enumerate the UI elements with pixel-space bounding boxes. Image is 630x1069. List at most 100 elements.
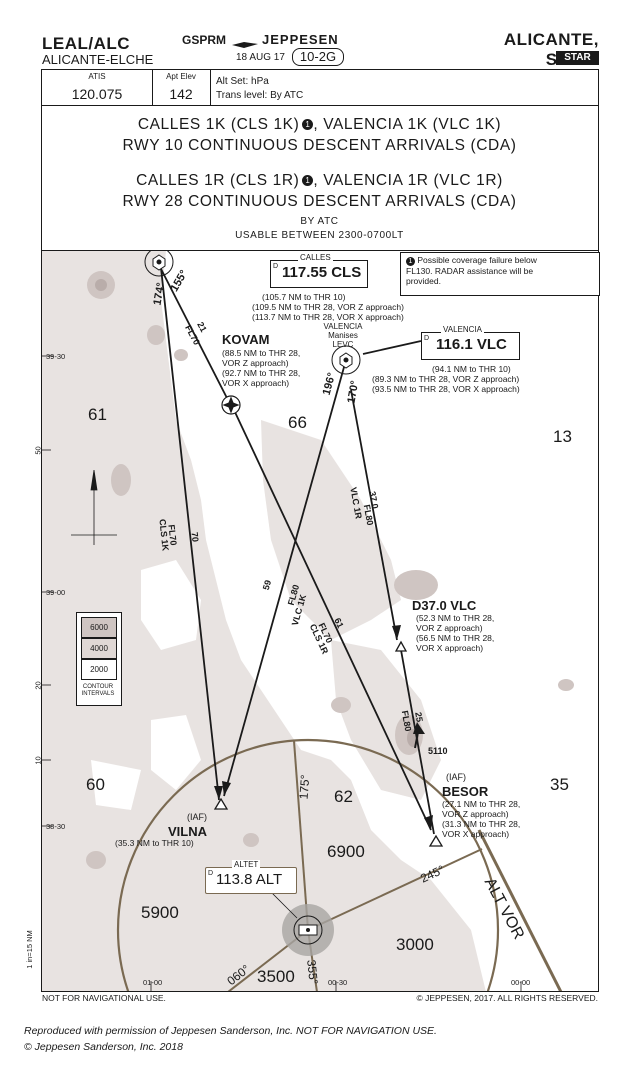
peak-arrow-icon: [413, 722, 425, 749]
valencia-vor-symbol: [331, 345, 361, 375]
scale-label: 1 in=15 NM: [24, 930, 34, 969]
fix-triangles: [213, 640, 444, 847]
terrain-low: [91, 251, 598, 991]
valencia-dist-z: (89.3 NM to THR 28, VOR Z approach): [372, 374, 520, 384]
route-vlc-link: [362, 340, 422, 355]
note-1-icon: 1: [302, 175, 314, 186]
msa-5900: 5900: [141, 903, 179, 922]
info-bar: [41, 69, 599, 106]
altet-dme: D: [208, 870, 214, 877]
chart-type-badge: STAR: [556, 51, 599, 65]
d37-name: D37.0 VLC: [412, 598, 477, 613]
title-line-5: BY ATC: [300, 216, 339, 227]
altet-vor-symbol: [282, 904, 334, 956]
msa-circle: [116, 738, 500, 991]
alt-set: Alt Set: hPa: [216, 76, 269, 87]
routes: [158, 264, 435, 835]
valencia-airport: VALENCIA Manises LEVC: [323, 322, 363, 349]
msa-3500: 3500: [257, 967, 295, 986]
contour-6000: 6000: [81, 617, 117, 638]
kovam-name: KOVAM: [222, 332, 270, 347]
note-1-icon: 1: [302, 119, 314, 130]
elev-value: 142: [169, 86, 193, 102]
north-arrow-icon: [71, 469, 117, 545]
lat-20: 20: [33, 681, 43, 690]
sector-62: 62: [334, 787, 353, 806]
route-vlc1r: [350, 389, 398, 641]
chart-prefix: GSPRM: [182, 33, 227, 47]
sector-60: 60: [86, 775, 105, 794]
besor-notes: (27.1 NM to THR 28, VOR Z approach) (31.3 …: [442, 799, 521, 839]
route-arrowheads: [214, 625, 433, 830]
contour-4000: 4000: [81, 638, 117, 659]
sector-13: 13: [553, 427, 572, 446]
alt-vor-rose: [477, 829, 563, 991]
route-kovam-besor: [233, 409, 432, 831]
note-text: 1 Possible coverage failure below FL130. …: [406, 255, 537, 286]
note-box: [400, 252, 600, 296]
calles-label: CALLES: [298, 253, 333, 262]
route-cls-kovam: [158, 264, 230, 403]
kovam-waypoint: [221, 395, 241, 415]
calles-distance: (105.7 NM to THR 10): [262, 292, 346, 302]
jeppesen-logo-icon: [232, 36, 258, 48]
besor-name: BESOR: [442, 784, 489, 799]
vilna-name: VILNA: [168, 824, 207, 839]
calles-dist-x: (113.7 NM to THR 28, VOR X approach): [252, 312, 404, 322]
vilna-notes: (35.3 NM to THR 10): [115, 838, 194, 848]
altet-frequency: 113.8 ALT: [216, 871, 283, 888]
valencia-frequency: 116.1 VLC: [436, 336, 507, 353]
route-d37-besor: [400, 649, 435, 835]
title-line-4: RWY 28 CONTINUOUS DESCENT ARRIVALS (CDA): [122, 193, 517, 210]
title-line-3: CALLES 1R (CLS 1R) 1, VALENCIA 1R (VLC 1R…: [136, 172, 503, 189]
reproduction-notice: Reproduced with permission of Jeppesen S…: [24, 1025, 437, 1037]
atis-label: ATIS: [88, 72, 106, 81]
lon-00-00: 00-00: [511, 978, 531, 987]
valencia-distance: (94.1 NM to THR 10): [432, 364, 511, 374]
calles-dist-z: (109.5 NM to THR 28, VOR Z approach): [252, 302, 404, 312]
kovam-notes: (88.5 NM to THR 28, VOR Z approach) (92.7 …: [222, 348, 301, 388]
title-box: [41, 105, 599, 251]
elev-label: Apt Elev: [166, 72, 196, 81]
route-cls1k: [160, 267, 220, 801]
route-d37-d25: 25: [413, 711, 425, 723]
lon-00-30: 00-30: [328, 978, 348, 987]
sector-61: 61: [88, 405, 107, 424]
trans-level: Trans level: By ATC: [216, 90, 304, 101]
contour-legend-label: CONTOUR INTERVALS: [81, 684, 115, 697]
vilna-iaf: (IAF): [187, 812, 207, 822]
brand: JEPPESEN: [262, 32, 339, 47]
sector-35: 35: [550, 775, 569, 794]
msa-bearing-175: 175°: [296, 774, 313, 800]
calles-dme: D: [273, 263, 279, 270]
chart-index: 10-2G: [292, 48, 344, 66]
lat-10: 10: [33, 756, 43, 765]
msa-bearing-355: 355°: [304, 958, 321, 986]
besor-iaf: (IAF): [446, 772, 466, 782]
chart-date: 18 AUG 17: [236, 52, 285, 63]
route-cls1k-d70: 70: [189, 531, 201, 543]
d37-notes: (52.3 NM to THR 28, VOR Z approach) (56.5 …: [416, 613, 495, 653]
valencia-label: VALENCIA: [441, 325, 484, 334]
lon-01-00: 01-00: [143, 978, 163, 987]
chart-map: [41, 251, 599, 992]
valencia-dist-x: (93.5 NM to THR 28, VOR X approach): [372, 384, 520, 394]
sector-66: 66: [288, 413, 307, 432]
route-vlc1k: [223, 359, 347, 797]
lat-39-30: 39-30: [46, 352, 66, 361]
lat-50: 50: [33, 446, 43, 455]
airport-name: ALICANTE-ELCHE: [42, 52, 154, 67]
title-line-2: RWY 10 CONTINUOUS DESCENT ARRIVALS (CDA): [122, 137, 517, 154]
note-1-icon: 1: [406, 257, 415, 266]
airport-code: LEAL/ALC: [42, 34, 131, 53]
lat-38-30: 38-30: [46, 822, 66, 831]
peak-elevation: 5110: [428, 746, 448, 756]
atis-frequency: 120.075: [71, 86, 123, 102]
msa-3000: 3000: [396, 935, 434, 954]
calles-vor-symbol: [144, 251, 174, 277]
altet-label: ALTET: [232, 860, 261, 869]
calles-freq-box: [270, 260, 368, 288]
title-line-6: USABLE BETWEEN 2300-0700LT: [235, 230, 404, 241]
footer-right: © JEPPESEN, 2017. ALL RIGHTS RESERVED.: [416, 993, 598, 1003]
calles-frequency: 117.55 CLS: [282, 264, 362, 281]
